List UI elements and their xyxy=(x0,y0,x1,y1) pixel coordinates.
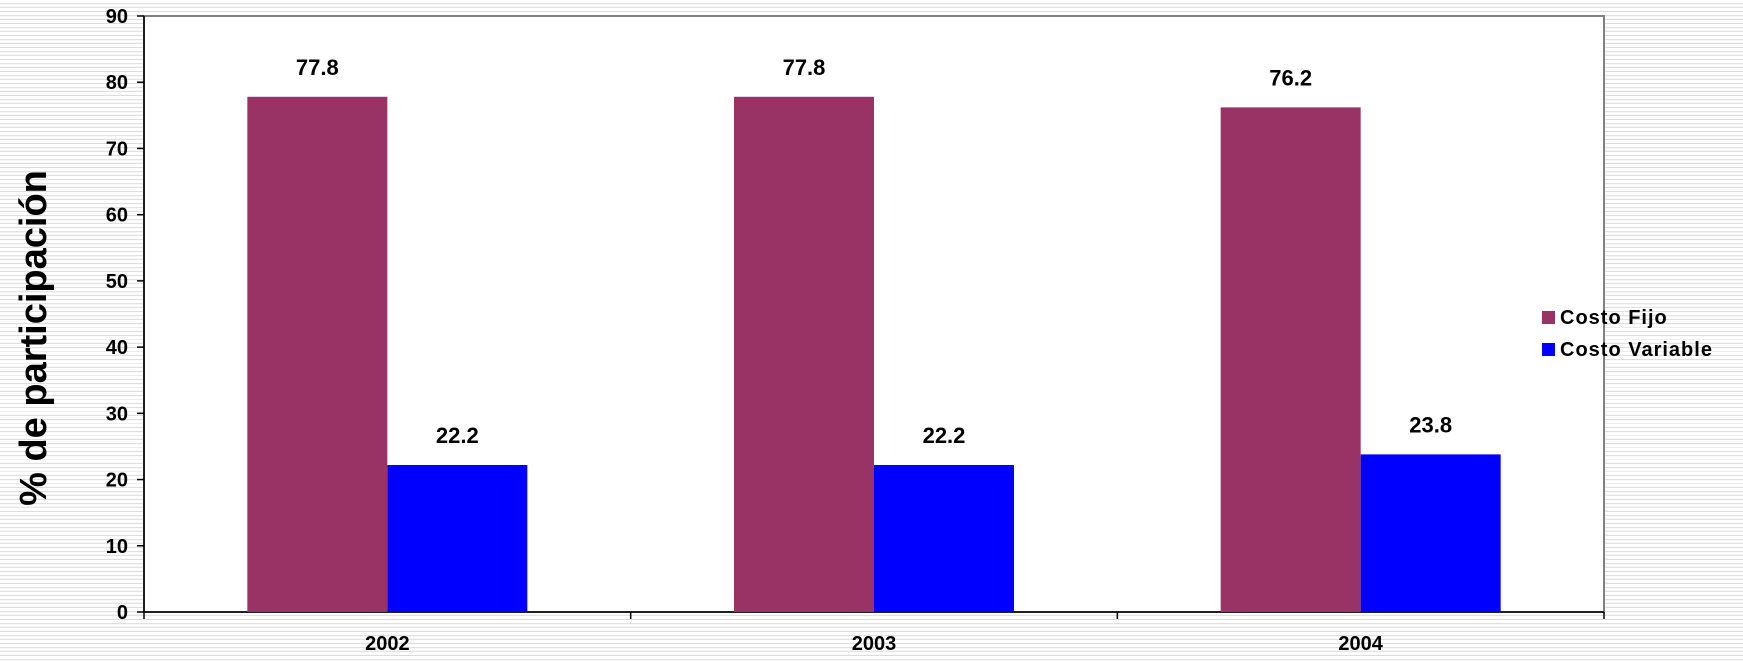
data-label: 76.2 xyxy=(1269,65,1312,90)
y-tick-label: 20 xyxy=(106,470,128,492)
x-tick-label: 2002 xyxy=(365,633,410,655)
y-tick-label: 90 xyxy=(106,6,128,28)
data-label: 22.2 xyxy=(436,423,479,448)
legend: Costo Fijo Costo Variable xyxy=(1542,307,1713,361)
bar-costo-variable xyxy=(1360,454,1501,612)
data-label: 77.8 xyxy=(783,55,826,80)
legend-swatch xyxy=(1542,343,1555,356)
y-tick-label: 70 xyxy=(106,138,128,160)
data-label: 23.8 xyxy=(1409,412,1452,437)
bar-costo-fijo xyxy=(247,96,388,612)
y-tick-label: 80 xyxy=(106,72,128,94)
bar-costo-fijo xyxy=(1220,107,1361,613)
data-label: 22.2 xyxy=(923,423,966,448)
bars xyxy=(247,96,1501,613)
bar-costo-fijo xyxy=(734,96,874,612)
data-label: 77.8 xyxy=(296,55,339,80)
y-tick-label: 50 xyxy=(106,271,128,293)
data-labels: 77.8 22.2 77.8 22.2 76.2 23.8 xyxy=(296,55,1452,448)
legend-label: Costo Variable xyxy=(1560,339,1713,361)
y-axis: 0 10 20 30 40 50 60 70 80 90 xyxy=(106,6,145,624)
y-tick-label: 30 xyxy=(106,403,128,425)
x-tick-label: 2003 xyxy=(852,633,897,655)
bar-costo-variable xyxy=(387,464,528,612)
y-tick-label: 0 xyxy=(117,602,128,624)
bar-costo-variable xyxy=(874,464,1014,612)
y-tick-label: 10 xyxy=(106,536,128,558)
y-tick-label: 40 xyxy=(106,337,128,359)
legend-swatch xyxy=(1542,311,1555,324)
legend-label: Costo Fijo xyxy=(1560,307,1668,329)
x-tick-label: 2004 xyxy=(1338,633,1383,655)
x-axis: 2002 2003 2004 xyxy=(143,611,1605,655)
y-tick-label: 60 xyxy=(106,205,128,227)
y-axis-label: % de participación xyxy=(13,170,55,506)
